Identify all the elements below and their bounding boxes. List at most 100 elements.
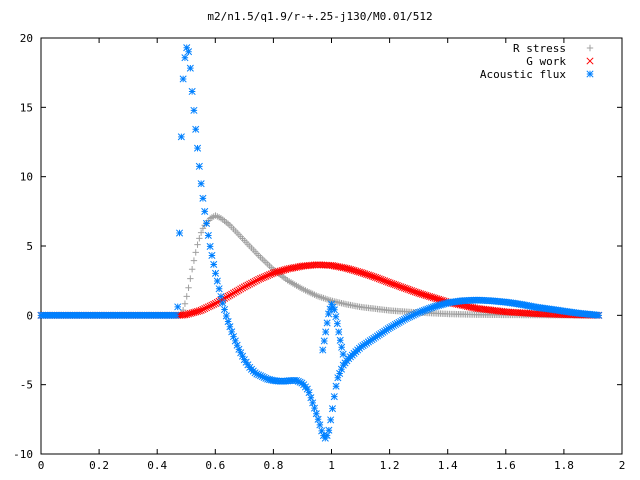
data-point xyxy=(336,336,344,344)
data-point xyxy=(206,302,214,310)
data-point xyxy=(310,404,319,412)
data-point xyxy=(196,235,203,242)
x-tick-label: 0.4 xyxy=(147,459,167,472)
data-point xyxy=(442,299,450,307)
data-point xyxy=(402,314,410,323)
data-point xyxy=(260,273,268,281)
data-point xyxy=(197,229,205,236)
data-point xyxy=(330,393,338,401)
data-point xyxy=(386,324,394,332)
series-3 xyxy=(37,44,603,442)
data-point xyxy=(226,291,234,299)
data-point xyxy=(206,242,214,250)
data-point xyxy=(413,309,421,317)
data-point xyxy=(294,377,302,385)
data-point xyxy=(427,304,435,312)
data-point xyxy=(388,322,396,331)
data-point xyxy=(303,385,311,393)
data-point xyxy=(327,416,335,424)
data-point xyxy=(235,345,243,353)
data-point xyxy=(181,54,189,62)
data-point xyxy=(224,292,232,300)
data-point xyxy=(420,306,428,314)
data-point xyxy=(337,365,346,373)
legend-marker xyxy=(586,57,594,65)
data-point xyxy=(220,305,229,314)
data-point xyxy=(192,125,200,133)
data-point xyxy=(339,350,347,358)
data-point xyxy=(231,288,239,296)
data-point xyxy=(406,313,414,321)
data-point xyxy=(258,373,266,381)
data-point xyxy=(177,133,185,141)
data-point xyxy=(181,300,189,307)
data-point xyxy=(197,306,205,314)
y-tick-label: 15 xyxy=(20,101,33,114)
y-tick-label: 5 xyxy=(26,240,33,253)
data-point xyxy=(213,277,221,285)
data-point xyxy=(201,207,209,215)
data-point xyxy=(319,346,327,354)
x-tick-label: 0.2 xyxy=(89,459,109,472)
data-point xyxy=(316,421,324,429)
data-point xyxy=(422,306,430,314)
data-point xyxy=(172,311,180,319)
data-point xyxy=(314,415,322,423)
x-tick-label: 1.2 xyxy=(380,459,400,472)
data-point xyxy=(190,106,198,114)
data-point xyxy=(264,271,272,280)
data-point xyxy=(194,241,201,248)
data-point xyxy=(433,302,441,310)
data-point xyxy=(328,405,337,413)
data-point xyxy=(175,229,184,237)
data-point xyxy=(397,317,405,325)
legend: R stress G work Acoustic flux xyxy=(480,42,594,81)
data-point xyxy=(204,303,212,311)
data-point xyxy=(184,48,193,56)
data-point xyxy=(255,275,263,283)
y-tick-label: 0 xyxy=(26,309,33,322)
data-point xyxy=(438,300,446,308)
data-point xyxy=(249,278,257,286)
data-point xyxy=(183,293,190,300)
y-tick-label: -10 xyxy=(13,448,33,461)
data-point xyxy=(188,87,196,96)
data-point xyxy=(260,373,268,382)
data-point xyxy=(244,361,252,369)
plot-area: 0 0.2 0.4 0.6 0.8 1 1.2 1.4 1.6 1.8 2 -10 -5 0 5 10 15 20 xyxy=(13,32,625,472)
data-point xyxy=(391,320,400,329)
series-2 xyxy=(37,261,603,319)
data-point xyxy=(202,304,211,312)
data-point xyxy=(199,194,207,202)
data-point xyxy=(210,300,218,308)
data-point xyxy=(424,305,432,313)
y-tick-label: -5 xyxy=(20,379,33,392)
data-point xyxy=(240,356,248,364)
x-tick-label: 0.6 xyxy=(205,459,225,472)
data-point xyxy=(426,304,434,312)
data-point xyxy=(390,321,398,330)
x-tick-label: 1.6 xyxy=(496,459,516,472)
data-point xyxy=(219,299,227,307)
data-point xyxy=(296,378,304,386)
x-tick-label: 2 xyxy=(619,459,626,472)
legend-label-r-stress: R stress xyxy=(513,42,566,55)
x-tick-label: 1 xyxy=(328,459,335,472)
data-point xyxy=(440,300,448,308)
data-point xyxy=(255,371,263,379)
data-point xyxy=(246,280,254,288)
y-tick-label: 20 xyxy=(20,32,33,45)
legend-item-g-work: G work xyxy=(526,55,566,68)
data-point xyxy=(233,341,241,349)
data-point xyxy=(199,305,207,314)
data-point xyxy=(322,328,330,336)
data-point xyxy=(233,287,241,295)
data-point xyxy=(409,311,417,319)
data-point xyxy=(262,272,270,280)
data-point xyxy=(242,282,250,290)
legend-label-acoustic-flux: Acoustic flux xyxy=(480,68,566,81)
x-tick-label: 1.8 xyxy=(554,459,574,472)
data-point xyxy=(326,305,334,313)
x-tick-label: 0.8 xyxy=(263,459,283,472)
